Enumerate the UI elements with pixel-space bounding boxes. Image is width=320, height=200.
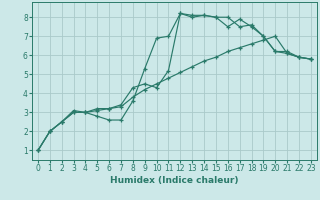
X-axis label: Humidex (Indice chaleur): Humidex (Indice chaleur) (110, 176, 239, 185)
